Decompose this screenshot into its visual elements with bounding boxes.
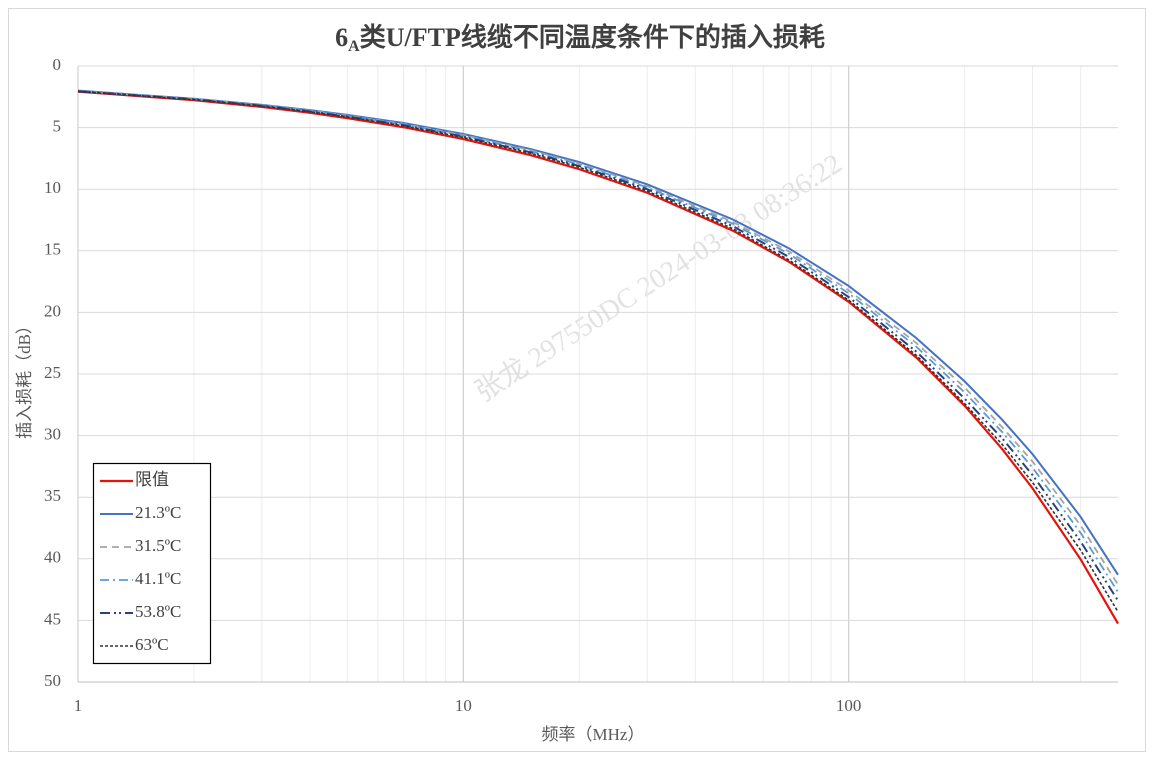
x-tick-label: 1 xyxy=(74,696,83,715)
x-axis-title: 频率（MHz） xyxy=(542,725,645,744)
series-line xyxy=(77,90,1119,625)
legend-label: 限值 xyxy=(135,470,169,489)
y-tick-label: 0 xyxy=(53,55,62,74)
y-tick-label: 35 xyxy=(44,486,61,505)
legend-label: 53.8ºC xyxy=(135,602,181,621)
y-tick-label: 30 xyxy=(44,425,61,444)
title-part: 类U/FTP线缆不同温度条件下的插入损耗 xyxy=(360,22,825,52)
y-tick-label: 25 xyxy=(44,363,61,382)
y-tick-label: 5 xyxy=(53,117,62,136)
y-tick-label: 20 xyxy=(44,301,61,320)
series-line xyxy=(77,90,1119,613)
legend-label: 21.3ºC xyxy=(135,503,181,522)
x-tick-label: 10 xyxy=(455,696,472,715)
y-axis-title: 插入损耗（dB） xyxy=(15,317,34,439)
legend-box xyxy=(92,462,212,665)
title-part: 6 xyxy=(335,23,348,52)
y-tick-label: 40 xyxy=(44,548,61,567)
legend-label: 63ºC xyxy=(135,635,169,654)
legend-label: 41.1ºC xyxy=(135,569,181,588)
y-tick-label: 50 xyxy=(44,671,61,690)
y-tick-label: 45 xyxy=(44,609,61,628)
y-tick-label: 10 xyxy=(44,178,61,197)
legend-label: 31.5ºC xyxy=(135,536,181,555)
chart-title: 6A类U/FTP线缆不同温度条件下的插入损耗 xyxy=(335,22,825,55)
y-tick-label: 15 xyxy=(44,240,61,259)
x-tick-label: 100 xyxy=(836,696,862,715)
title-subscript: A xyxy=(348,38,360,55)
